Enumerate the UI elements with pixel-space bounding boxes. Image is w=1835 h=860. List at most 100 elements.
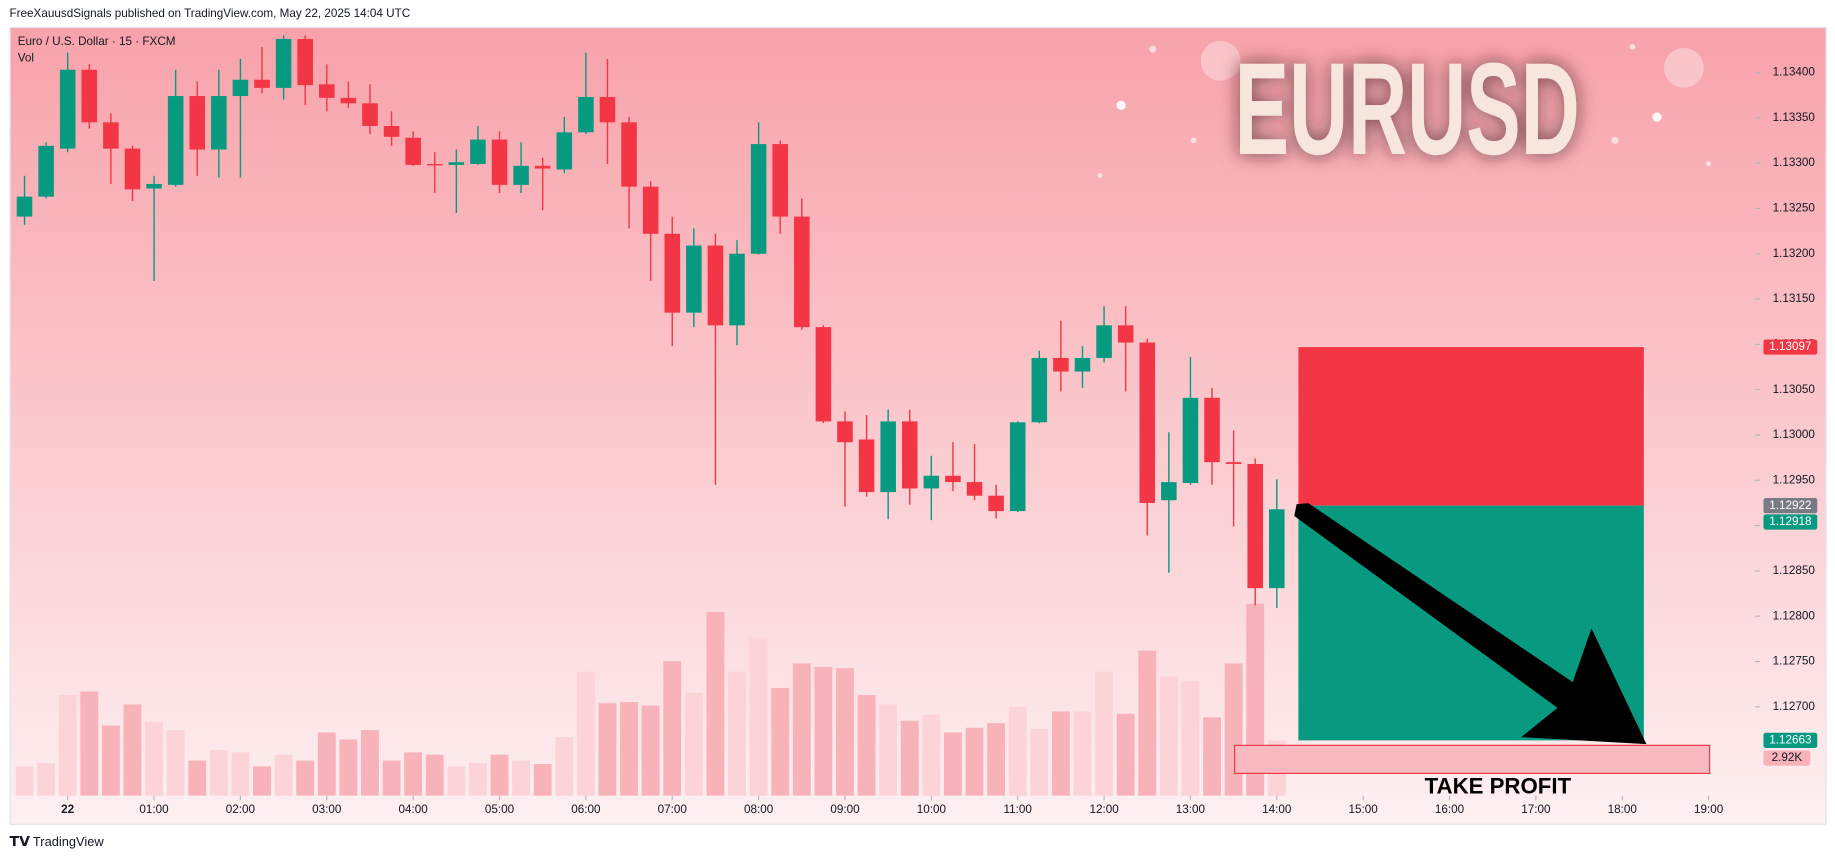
candle-body <box>599 96 616 123</box>
volume-bar <box>1224 663 1243 796</box>
candle-body <box>664 233 681 313</box>
volume-bar <box>771 688 790 796</box>
take-profit-box <box>1234 744 1711 774</box>
volume-bar <box>879 704 898 796</box>
candle-body <box>1117 325 1134 343</box>
candle-body <box>621 122 637 187</box>
volume-bar <box>274 754 293 796</box>
candle-body <box>578 96 594 133</box>
x-tick-label: 19:00 <box>1694 803 1724 816</box>
x-tick-label: 01:00 <box>139 803 169 816</box>
price-tag-label: 1.12663 <box>1769 733 1811 746</box>
candle-body <box>1247 463 1263 589</box>
chart-title: EURUSD <box>1235 35 1580 182</box>
y-tick-label: 1.13300 <box>1773 156 1816 169</box>
volume-bar <box>706 611 725 796</box>
candle-body <box>794 216 810 328</box>
candle-body <box>750 144 767 254</box>
footer: TradingView <box>33 834 104 849</box>
volume-bar <box>15 766 34 796</box>
x-tick-label: 04:00 <box>399 803 429 816</box>
y-tick-label: 1.13400 <box>1773 66 1816 79</box>
candle-body <box>383 125 400 137</box>
volume-bar <box>1116 713 1135 796</box>
candle-body <box>815 327 832 422</box>
x-tick-label: 06:00 <box>571 803 601 816</box>
volume-tag-label: 2.92K <box>1772 751 1803 764</box>
volume-bar <box>1138 650 1157 796</box>
volume-bar <box>253 766 271 796</box>
x-tick-label: 12:00 <box>1089 803 1119 816</box>
y-tick-label: 1.13250 <box>1773 202 1816 215</box>
volume-bar <box>943 732 962 796</box>
sparkles <box>1097 40 1711 178</box>
volume-bar <box>792 663 811 796</box>
volume-bar <box>425 754 444 796</box>
volume-tag <box>1763 750 1811 766</box>
candle-body <box>707 245 724 326</box>
volume-bar <box>1030 728 1049 796</box>
volume-bar <box>490 754 509 796</box>
x-tick-label: 13:00 <box>1176 803 1206 816</box>
candle-body <box>686 245 702 313</box>
candle-body <box>189 96 206 150</box>
candle-layer <box>16 35 1285 609</box>
volume-bar <box>922 714 941 796</box>
x-tick-label: 08:00 <box>744 803 774 816</box>
candle-body <box>534 165 551 169</box>
y-tick-label: 1.12700 <box>1773 700 1816 713</box>
candle-body <box>297 38 313 86</box>
x-tick-label: 16:00 <box>1435 803 1465 816</box>
x-tick-label: 22 <box>61 803 75 816</box>
candle-body <box>1225 462 1242 464</box>
footer-logo: 𝗧𝗩 <box>10 833 31 849</box>
candle-body <box>858 439 875 493</box>
candle-body <box>923 475 940 489</box>
candle-body <box>275 38 292 88</box>
volume-bar <box>382 760 401 796</box>
volume-layer <box>15 603 1286 796</box>
volume-bar <box>1095 671 1114 796</box>
price-tag-label: 1.12922 <box>1769 499 1811 512</box>
volume-bar <box>1073 711 1092 796</box>
stop-zone <box>1298 347 1644 506</box>
volume-bar <box>447 766 466 796</box>
candle-body <box>59 69 76 149</box>
volume-legend: Vol <box>18 52 34 65</box>
price-tag <box>1763 498 1818 514</box>
volume-bar <box>231 752 250 796</box>
candle-body <box>1009 422 1026 512</box>
candle-body <box>729 253 745 326</box>
volume-bar <box>836 668 854 796</box>
volume-bar <box>404 752 423 796</box>
candle-body <box>988 495 1004 512</box>
volume-bar <box>555 737 574 796</box>
x-tick-label: 02:00 <box>226 803 256 816</box>
volume-bar <box>58 695 77 796</box>
y-tick-label: 1.12800 <box>1773 609 1816 622</box>
y-tick-label: 1.13050 <box>1773 383 1816 396</box>
price-tag-label: 1.12918 <box>1769 515 1811 528</box>
x-tick-label: 11:00 <box>1004 803 1033 816</box>
volume-bar <box>1181 680 1200 796</box>
volume-bar <box>317 732 336 796</box>
candle-body <box>556 132 573 170</box>
volume-bar <box>987 723 1006 796</box>
candle-body <box>880 421 896 493</box>
candle-body <box>945 475 961 483</box>
candle-body <box>448 162 465 165</box>
symbol-legend: Euro / U.S. Dollar · 15 · FXCM <box>18 35 176 48</box>
candle-body <box>901 421 918 489</box>
y-tick-label: 1.13200 <box>1773 247 1816 260</box>
y-tick-label: 1.13350 <box>1773 111 1816 124</box>
price-tag <box>1763 732 1818 748</box>
candle-body <box>103 122 119 149</box>
volume-bar <box>728 671 746 796</box>
volume-bar <box>641 705 660 796</box>
y-tick-label: 1.13150 <box>1773 292 1816 305</box>
volume-bar <box>900 720 919 796</box>
volume-bar <box>101 725 120 796</box>
x-tick-label: 09:00 <box>830 803 860 816</box>
